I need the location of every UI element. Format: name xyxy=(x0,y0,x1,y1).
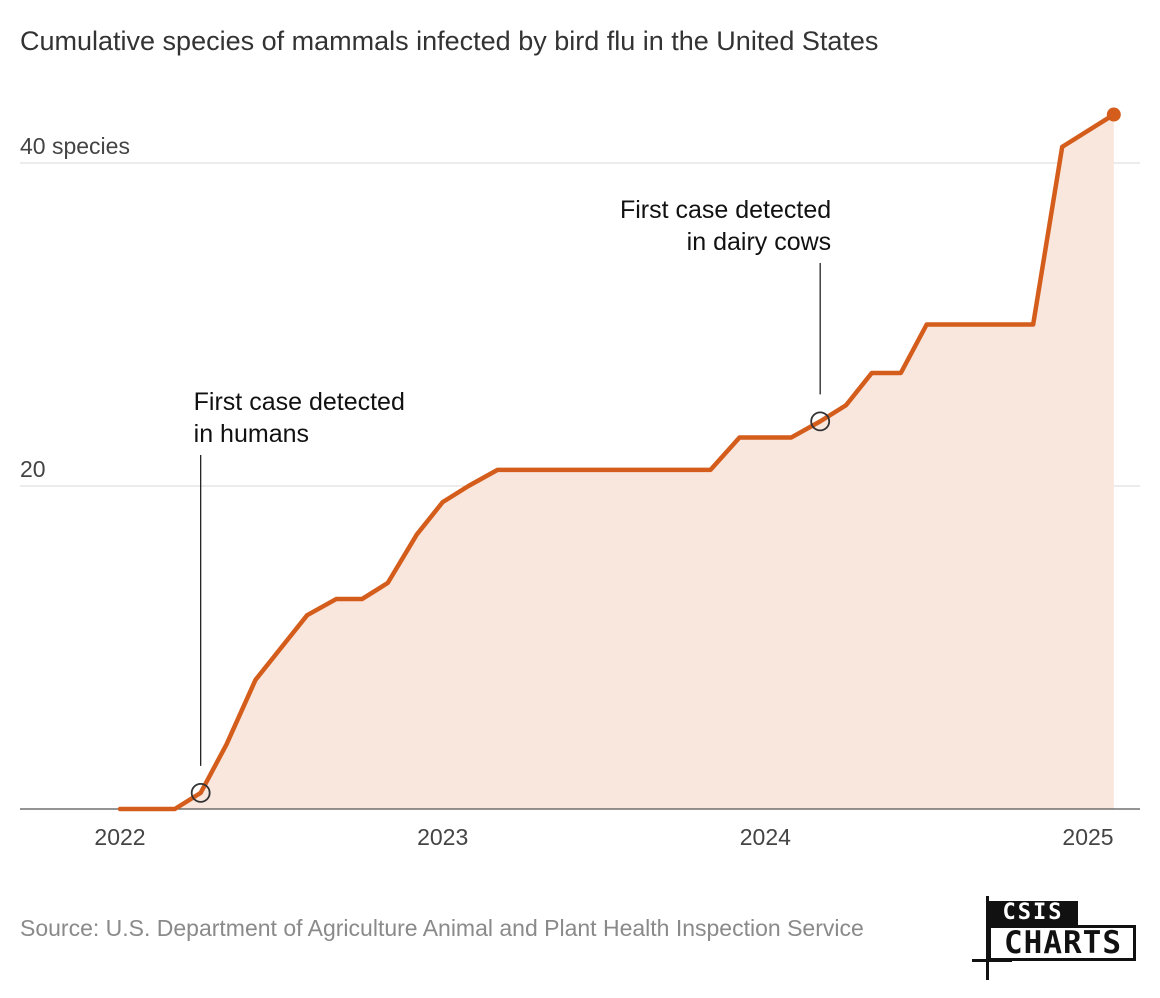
source-note: Source: U.S. Department of Agriculture A… xyxy=(20,915,864,941)
annotation-marker xyxy=(190,782,211,803)
y-tick-label: 20 xyxy=(20,456,46,482)
y-tick-label: 40 species xyxy=(20,133,130,159)
annotation-label: in humans xyxy=(194,420,309,448)
annotation-label: in dairy cows xyxy=(687,228,832,256)
series-line xyxy=(117,112,1117,812)
series-area xyxy=(120,114,1114,810)
annotation-label: First case detected xyxy=(194,388,405,416)
annotation-marker xyxy=(810,411,831,432)
chart-title: Cumulative species of mammals infected b… xyxy=(20,26,879,56)
x-tick-label: 2025 xyxy=(1062,824,1113,850)
area-chart: 20 40 species 2022 2023 2024 2025 First case d… xyxy=(20,107,1140,850)
annotation-label: First case detected xyxy=(620,196,831,224)
x-tick-label: 2022 xyxy=(94,824,145,850)
csis-charts-logo: CSIS CHARTS xyxy=(972,896,1144,980)
end-point-marker xyxy=(1106,107,1121,122)
x-tick-label: 2023 xyxy=(417,824,468,850)
x-tick-label: 2024 xyxy=(740,824,791,850)
